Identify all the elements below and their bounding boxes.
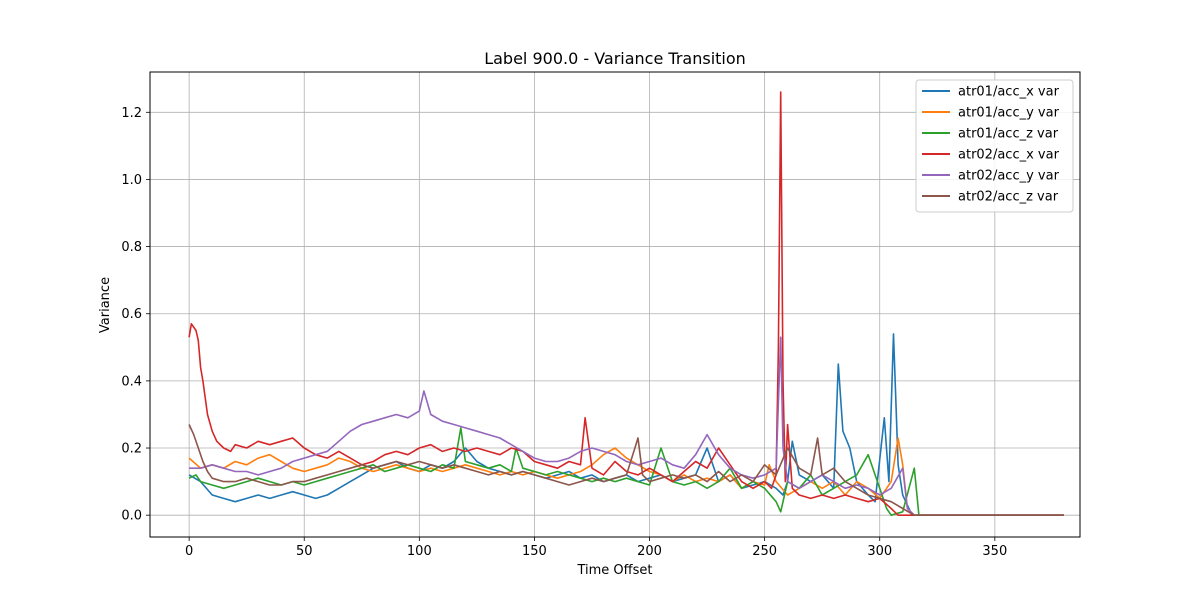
series-line-1 bbox=[188, 333, 1064, 516]
x-tick-label: 50 bbox=[296, 544, 313, 559]
y-tick-label: 1.0 bbox=[121, 173, 142, 188]
legend-label: atr02/acc_y var bbox=[958, 169, 1060, 184]
x-axis-ticks: 0 50 100 150 200 250 300 350 bbox=[185, 537, 1007, 559]
series-line-6 bbox=[188, 424, 1064, 516]
x-tick-label: 250 bbox=[752, 544, 777, 559]
y-axis-label: Variance bbox=[98, 277, 113, 333]
legend-box bbox=[915, 79, 1074, 213]
legend-label: atr01/acc_y var bbox=[958, 106, 1060, 121]
x-axis-label: Time Offset bbox=[576, 563, 652, 578]
x-tick-label: 200 bbox=[637, 544, 662, 559]
y-tick-label: 0.8 bbox=[121, 240, 142, 255]
y-tick-label: 0.6 bbox=[121, 307, 142, 322]
x-tick-label: 100 bbox=[407, 544, 432, 559]
legend-label: atr01/acc_x var bbox=[958, 85, 1060, 100]
legend-label: atr02/acc_x var bbox=[958, 148, 1060, 163]
y-tick-label: 0.4 bbox=[121, 374, 142, 389]
plot-frame bbox=[149, 71, 1081, 538]
y-tick-label: 0.2 bbox=[121, 442, 142, 457]
legend-label: atr01/acc_z var bbox=[958, 127, 1059, 142]
series-line-5 bbox=[189, 336, 1064, 516]
x-tick-label: 0 bbox=[185, 544, 193, 559]
legend-label: atr02/acc_z var bbox=[958, 190, 1059, 205]
x-tick-label: 350 bbox=[982, 544, 1007, 559]
y-tick-label: 1.2 bbox=[121, 106, 142, 121]
chart-title: Label 900.0 - Variance Transition bbox=[484, 49, 746, 68]
legend: atr01/acc_x var atr01/acc_y var atr01/acc_… bbox=[915, 79, 1074, 213]
series-line-4 bbox=[188, 91, 1064, 516]
series-line-3 bbox=[188, 427, 1064, 516]
series-lines bbox=[188, 91, 1064, 516]
y-axis-ticks: 0.0 0.2 0.4 0.6 0.8 1.0 1.2 bbox=[121, 106, 150, 524]
x-tick-label: 150 bbox=[522, 544, 547, 559]
y-tick-label: 0.0 bbox=[121, 509, 142, 524]
series-line-2 bbox=[188, 437, 1064, 516]
x-tick-label: 300 bbox=[867, 544, 892, 559]
